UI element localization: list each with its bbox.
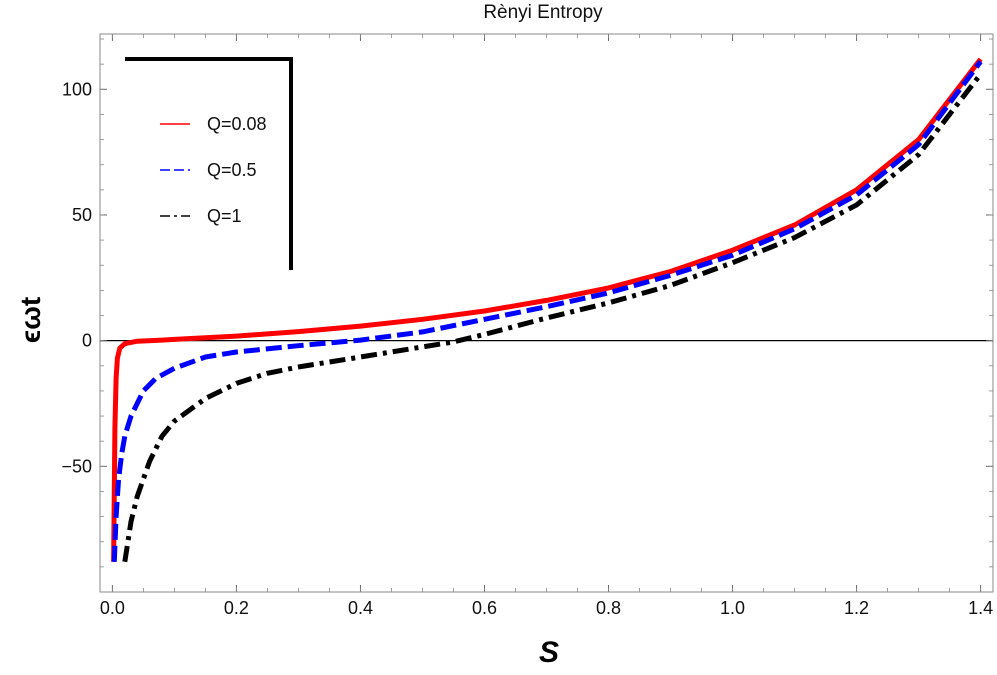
x-axis-label: S <box>539 636 559 669</box>
legend: Q=0.08 Q=0.5 Q=1 <box>125 57 293 270</box>
legend-label-2: Q=0.5 <box>207 160 257 180</box>
x-tick-label: 0.4 <box>348 598 373 618</box>
x-tick-label: 0.8 <box>596 598 621 618</box>
y-tick-label: 50 <box>72 205 92 225</box>
series-layer <box>111 57 983 563</box>
legend-label-3: Q=1 <box>207 206 242 226</box>
x-axis-ticks: 0.0 0.2 0.4 0.6 0.8 1.0 1.2 1.4 <box>100 34 993 618</box>
series-line-1 <box>111 57 983 562</box>
legend-frame <box>125 57 293 270</box>
y-axis-ticks: −50 0 50 100 <box>61 38 993 568</box>
x-tick-label: 1.2 <box>844 598 869 618</box>
x-tick-label: 1.4 <box>968 598 993 618</box>
legend-label-1: Q=0.08 <box>207 114 267 134</box>
x-tick-label: 0.2 <box>224 598 249 618</box>
series-line-2 <box>111 60 983 562</box>
series-line-3 <box>122 72 983 563</box>
y-tick-label: 100 <box>62 79 92 99</box>
y-tick-label: 0 <box>82 331 92 351</box>
x-tick-label: 0.6 <box>472 598 497 618</box>
chart-title: Rènyi Entropy <box>483 2 603 23</box>
x-tick-label: 0.0 <box>100 598 125 618</box>
y-axis-label: ϵωt <box>15 297 46 343</box>
y-tick-label: −50 <box>61 456 92 476</box>
x-tick-label: 1.0 <box>720 598 745 618</box>
